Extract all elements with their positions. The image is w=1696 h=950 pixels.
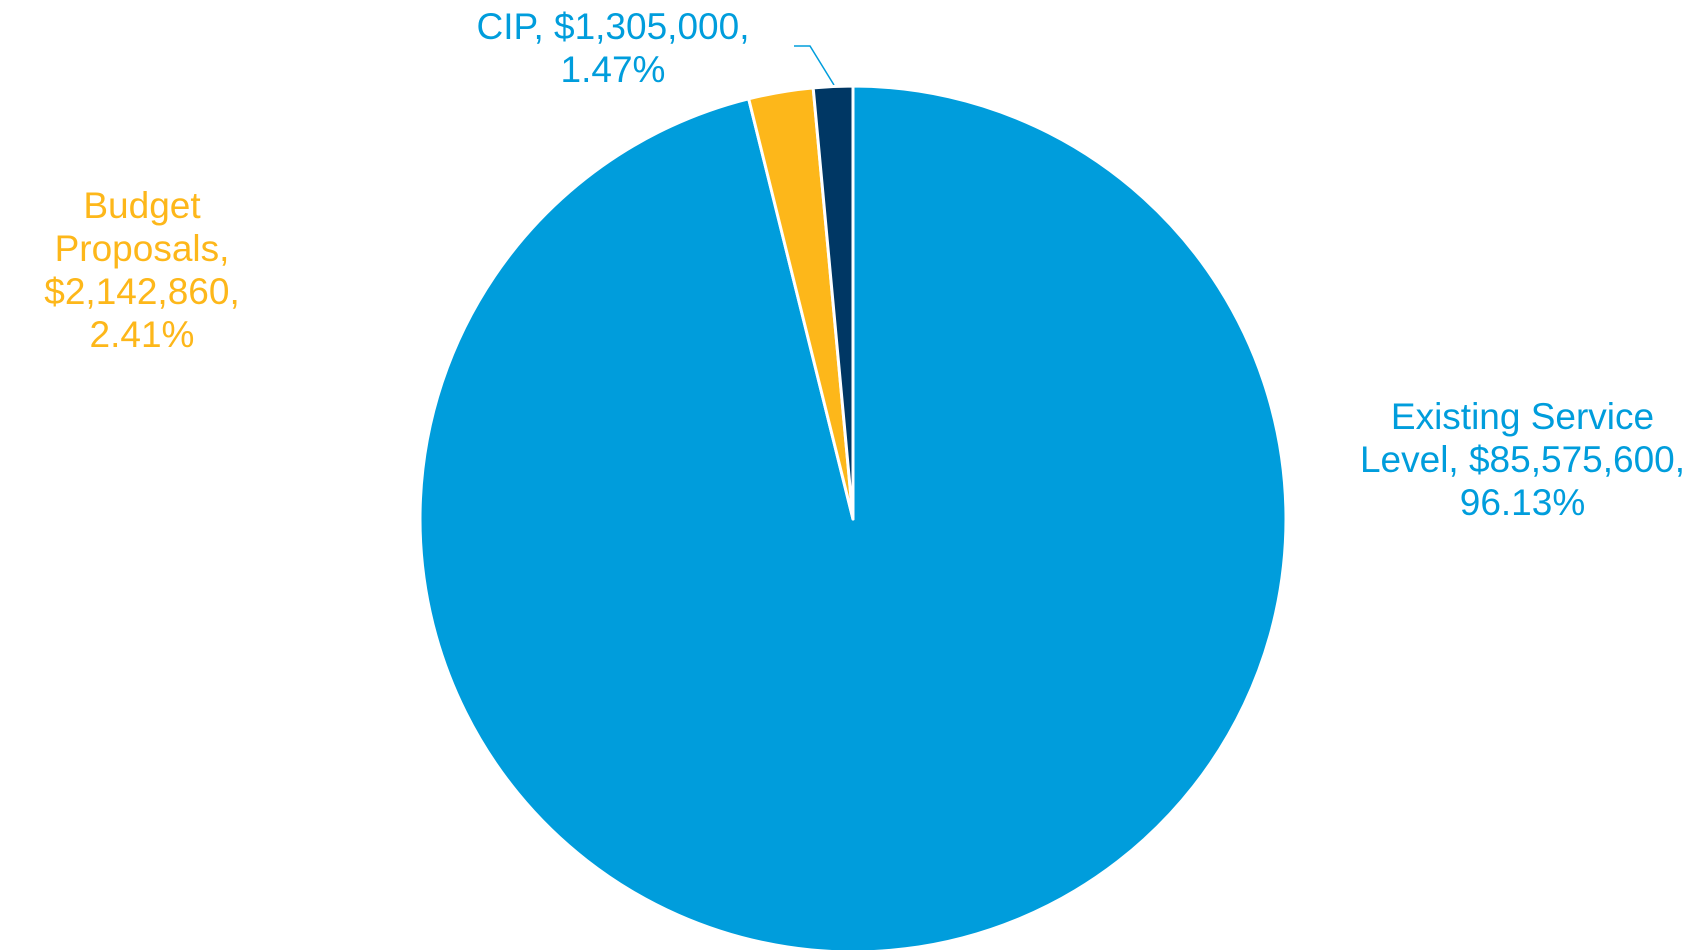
label-part: $85,575,600 [1468,439,1675,480]
data-label: Budget Proposals, $2,142,860, 2.41% [7,184,277,356]
label-separator: , [739,6,750,47]
pie-slice [811,84,855,521]
label-part: 2.41% [89,314,195,355]
data-label: Existing Service Level, $85,575,600, 96.… [1350,395,1695,524]
label-separator: , [229,271,240,312]
label-part: 96.13% [1459,482,1586,523]
label-separator: , [219,228,230,269]
label-separator: , [1674,439,1686,480]
label-part: CIP [476,6,534,47]
pie-slice [418,84,1288,950]
label-part: 1.47% [560,49,666,90]
data-label: CIP, $1,305,000, 1.47% [428,5,798,91]
label-part: $2,142,860 [44,271,230,312]
label-separator: , [533,6,544,47]
label-part: Existing Service Level [1359,396,1655,480]
leader-line [794,45,835,86]
label-part: $1,305,000 [554,6,740,47]
label-separator: , [1448,439,1459,480]
label-part: Budget Proposals [54,185,220,269]
